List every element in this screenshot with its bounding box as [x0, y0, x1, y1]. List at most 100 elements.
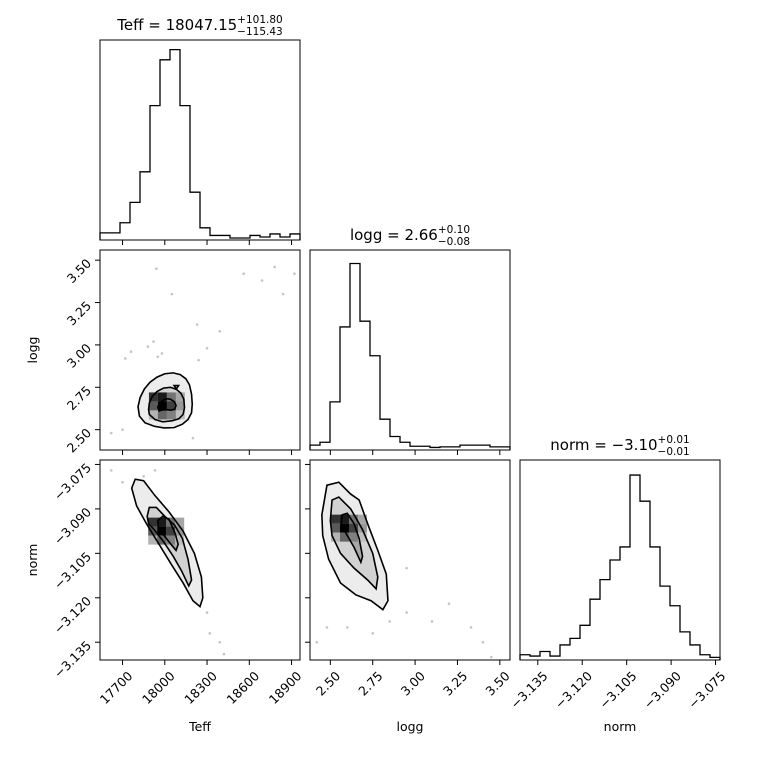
scatter-point — [325, 626, 329, 629]
scatter-point — [156, 355, 160, 359]
scatter-point — [218, 640, 222, 644]
scatter-point — [315, 640, 319, 644]
density-cell — [148, 517, 158, 527]
x-tick-label-logg-0: 2.50 — [313, 668, 343, 698]
title-plus-norm: +0.01 — [658, 434, 690, 446]
density-cell — [348, 523, 358, 533]
x-tick-label-logg-2: 3.00 — [398, 668, 428, 698]
density-cell — [330, 532, 340, 542]
scatter-point — [371, 632, 375, 635]
density-cell — [339, 523, 349, 533]
density-cell — [175, 401, 185, 411]
density-cell — [348, 514, 358, 524]
density-cell — [166, 410, 176, 420]
y-tick-label-logg-1: 2.75 — [64, 383, 94, 413]
x-tick-label-norm-0: −3.135 — [507, 668, 550, 711]
title-Teff: Teff = 18047.15+101.80 −115.43 — [116, 14, 282, 38]
density-cell — [148, 392, 158, 402]
density-cell — [339, 532, 349, 542]
scatter-point — [129, 350, 133, 353]
y-tick-label-norm-3: −3.090 — [51, 504, 94, 547]
density-cell — [339, 514, 349, 524]
x-tick-label-norm-2: −3.105 — [596, 668, 639, 711]
contour-Teff-logg-3 — [172, 384, 181, 391]
x-tick-label-Teff-1: 18000 — [139, 668, 178, 707]
scatter-point — [109, 469, 113, 472]
title-norm: norm = −3.10+0.01 −0.01 — [550, 434, 689, 458]
x-axis-label-norm: norm — [604, 719, 637, 734]
x-tick-label-Teff-0: 17700 — [97, 668, 136, 707]
y-tick-label-norm-4: −3.075 — [51, 460, 94, 503]
contour-logg-norm-2 — [321, 481, 389, 611]
title-minus-norm: −0.01 — [658, 446, 690, 458]
contour-Teff-norm-2 — [130, 478, 204, 609]
density-cell — [157, 401, 167, 411]
scatter-point — [345, 626, 349, 629]
histogram-axes-logg — [309, 249, 511, 451]
x-tick-label-logg-1: 2.75 — [355, 668, 385, 698]
density-cell — [166, 392, 176, 402]
density-cell — [166, 401, 176, 411]
density-cell — [175, 517, 185, 527]
scatter-point — [191, 436, 195, 440]
scatter-point — [260, 279, 264, 282]
y-axis-label-logg: logg — [25, 337, 40, 364]
scatter-point — [170, 292, 174, 296]
scatter-point — [222, 652, 226, 656]
density-cell — [175, 392, 185, 402]
density-cell — [175, 410, 185, 420]
histogram-axes-norm — [519, 459, 721, 661]
contour-logg-norm-0 — [340, 512, 364, 565]
x-axis-label-logg: logg — [397, 719, 424, 734]
scatter-point — [146, 345, 150, 348]
scatter-point — [273, 265, 276, 269]
y-tick-label-logg-4: 3.50 — [64, 256, 94, 286]
density-cell — [330, 523, 340, 533]
scatter-point — [490, 655, 493, 659]
joint-axes-logg-norm — [309, 459, 511, 661]
scatter-point — [155, 267, 158, 270]
y-tick-label-logg-0: 2.50 — [64, 425, 94, 455]
scatter-point — [153, 469, 157, 472]
title-plus-logg: +0.10 — [438, 224, 470, 236]
scatter-point — [405, 566, 408, 570]
scatter-point — [388, 620, 391, 623]
density-cell — [148, 401, 158, 411]
scatter-point — [124, 357, 127, 360]
density-cell — [357, 532, 367, 542]
scatter-point — [142, 474, 145, 478]
x-tick-label-Teff-4: 18900 — [266, 668, 305, 707]
histogram-axes-Teff — [99, 39, 301, 241]
histogram-norm — [519, 474, 721, 660]
y-tick-label-logg-3: 3.25 — [64, 298, 94, 328]
x-tick-label-norm-4: −3.075 — [685, 668, 728, 711]
density-cell — [148, 535, 158, 545]
density-cell — [157, 410, 167, 420]
joint-axes-Teff-norm — [99, 459, 301, 661]
x-tick-label-norm-3: −3.090 — [641, 668, 684, 711]
histogram-Teff — [99, 48, 301, 240]
density-cell — [157, 392, 167, 402]
contour-Teff-logg-2 — [137, 372, 194, 429]
density-cell — [175, 535, 185, 545]
scatter-point — [121, 428, 124, 431]
y-tick-label-norm-2: −3.105 — [51, 549, 94, 592]
scatter-point — [218, 330, 222, 333]
contour-Teff-norm-1 — [146, 506, 193, 588]
scatter-point — [281, 292, 285, 296]
y-tick-label-logg-2: 3.00 — [64, 340, 94, 370]
scatter-point — [469, 626, 473, 629]
scatter-point — [205, 347, 209, 350]
histogram-logg — [309, 262, 511, 450]
scatter-point — [208, 632, 212, 635]
density-cell — [157, 517, 167, 527]
contour-Teff-logg-1 — [147, 386, 186, 423]
x-axis-label-Teff: Teff — [188, 719, 211, 734]
contour-Teff-logg-0 — [156, 397, 177, 413]
title-minus-Teff: −115.43 — [237, 26, 283, 38]
y-tick-label-norm-1: −3.120 — [51, 593, 94, 636]
title-logg: logg = 2.66+0.10 −0.08 — [350, 224, 470, 248]
scatter-point — [293, 272, 296, 276]
contour-logg-norm-1 — [329, 496, 379, 591]
